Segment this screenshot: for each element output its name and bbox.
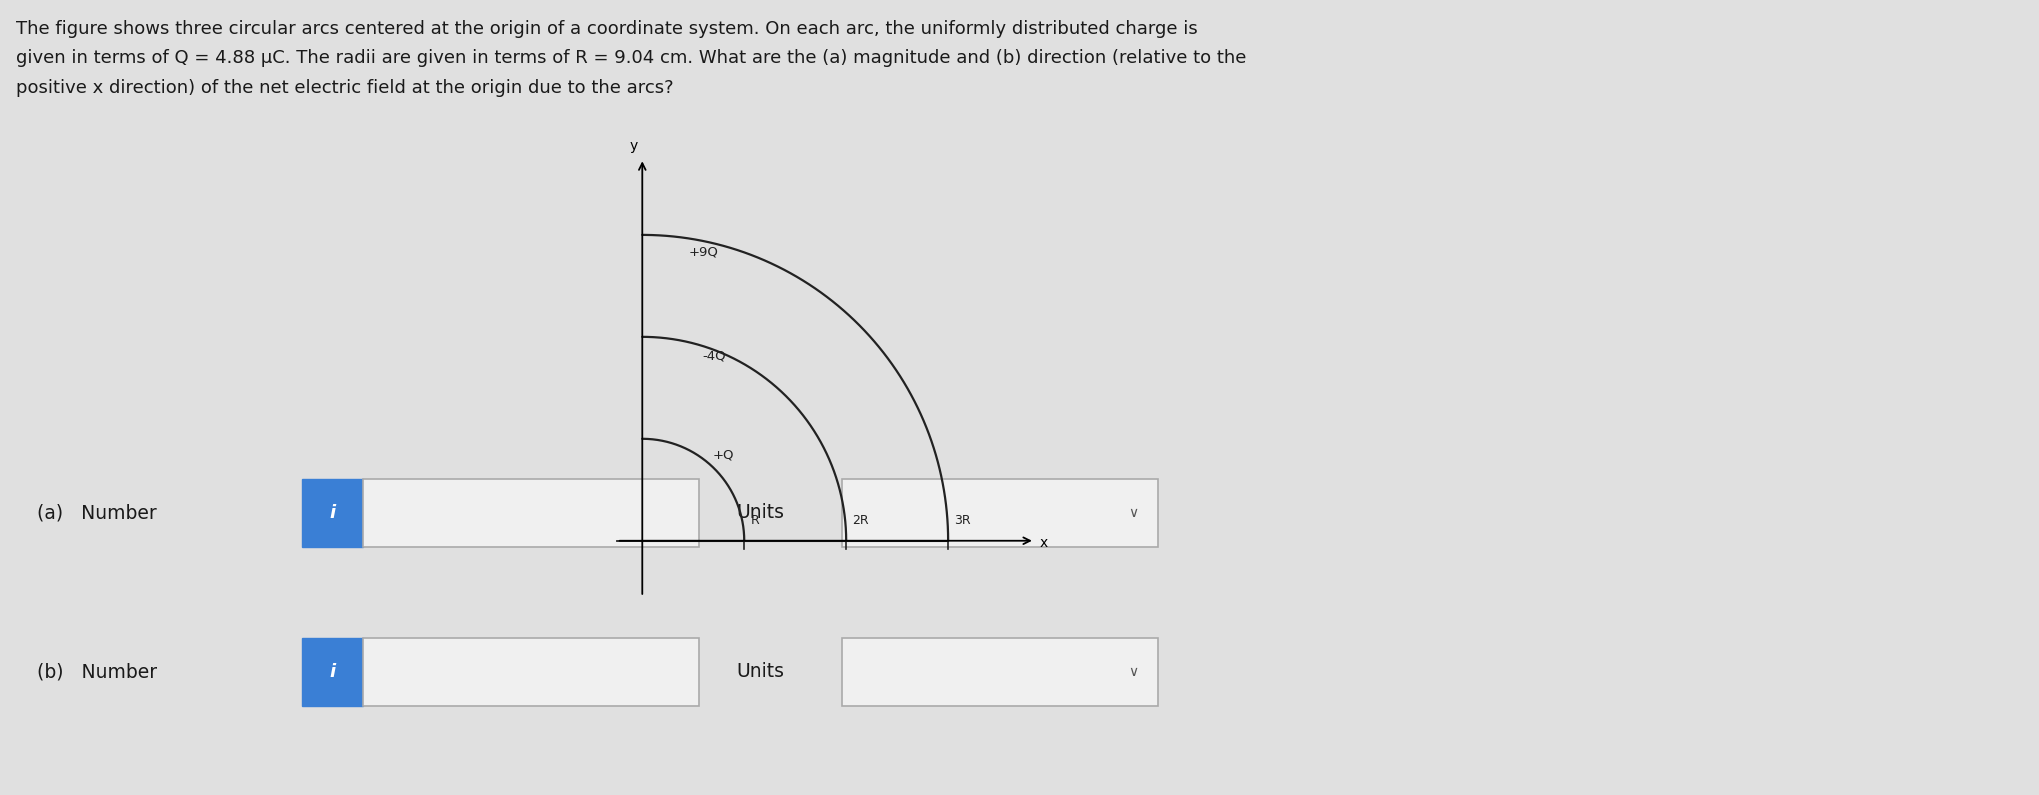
Text: The figure shows three circular arcs centered at the origin of a coordinate syst: The figure shows three circular arcs cen… (16, 20, 1199, 38)
Text: positive x direction) of the net electric field at the origin due to the arcs?: positive x direction) of the net electri… (16, 79, 675, 97)
Text: 3R: 3R (954, 514, 971, 528)
Text: ∨: ∨ (1130, 506, 1138, 520)
Text: ∨: ∨ (1130, 665, 1138, 679)
Bar (363, 638, 699, 706)
Text: +9Q: +9Q (689, 246, 718, 258)
Text: x: x (1040, 536, 1048, 550)
Bar (363, 479, 699, 547)
Text: i: i (328, 663, 336, 681)
Bar (302, 638, 363, 706)
Bar (842, 479, 1158, 547)
Text: 2R: 2R (852, 514, 869, 528)
Text: R: R (750, 514, 759, 528)
Text: -4Q: -4Q (701, 350, 726, 363)
Bar (302, 479, 363, 547)
Text: +Q: +Q (712, 448, 734, 461)
Text: given in terms of Q = 4.88 μC. The radii are given in terms of R = 9.04 cm. What: given in terms of Q = 4.88 μC. The radii… (16, 49, 1246, 68)
Text: Units: Units (736, 503, 785, 522)
Text: i: i (328, 504, 336, 522)
Bar (842, 638, 1158, 706)
Text: (a)   Number: (a) Number (37, 503, 157, 522)
Text: y: y (630, 139, 638, 153)
Text: (b)   Number: (b) Number (37, 662, 157, 681)
Text: Units: Units (736, 662, 785, 681)
